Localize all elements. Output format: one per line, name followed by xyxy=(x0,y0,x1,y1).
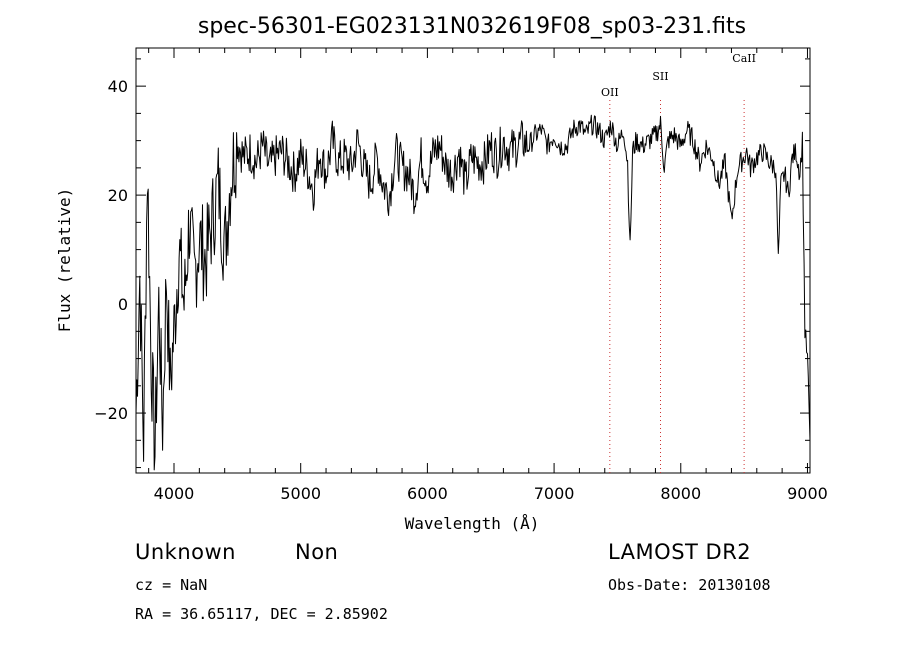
x-tick-label: 4000 xyxy=(154,484,195,503)
x-tick-label: 8000 xyxy=(660,484,701,503)
x-axis-label: Wavelength (Å) xyxy=(405,514,540,533)
emission-line-markers: OII SII CaII xyxy=(601,52,756,473)
redshift-label: cz = NaN xyxy=(135,576,208,594)
y-tick-label: 0 xyxy=(118,295,128,314)
axis-ticks: 4000 5000 6000 7000 8000 9000 −20 0 20 40 xyxy=(94,48,828,503)
object-class: Unknown xyxy=(135,540,236,564)
obs-date-label: Obs-Date: 20130108 xyxy=(608,576,771,594)
survey-name: LAMOST DR2 xyxy=(608,540,752,564)
plot-frame xyxy=(135,47,811,474)
object-subclass: Non xyxy=(295,540,339,564)
y-tick-label: −20 xyxy=(94,404,128,423)
x-tick-label: 9000 xyxy=(787,484,828,503)
spectrum-line xyxy=(135,114,811,471)
line-marker-label: SII xyxy=(652,70,668,83)
coordinates-label: RA = 36.65117, DEC = 2.85902 xyxy=(135,605,388,623)
line-marker-label: CaII xyxy=(732,52,756,65)
x-tick-label: 7000 xyxy=(534,484,575,503)
y-axis-label: Flux (relative) xyxy=(55,188,74,333)
line-marker-label: OII xyxy=(601,86,619,99)
x-tick-label: 5000 xyxy=(280,484,321,503)
y-tick-label: 40 xyxy=(108,77,128,96)
x-tick-label: 6000 xyxy=(407,484,448,503)
y-tick-label: 20 xyxy=(108,186,128,205)
chart-title: spec-56301-EG023131N032619F08_sp03-231.f… xyxy=(198,14,746,39)
